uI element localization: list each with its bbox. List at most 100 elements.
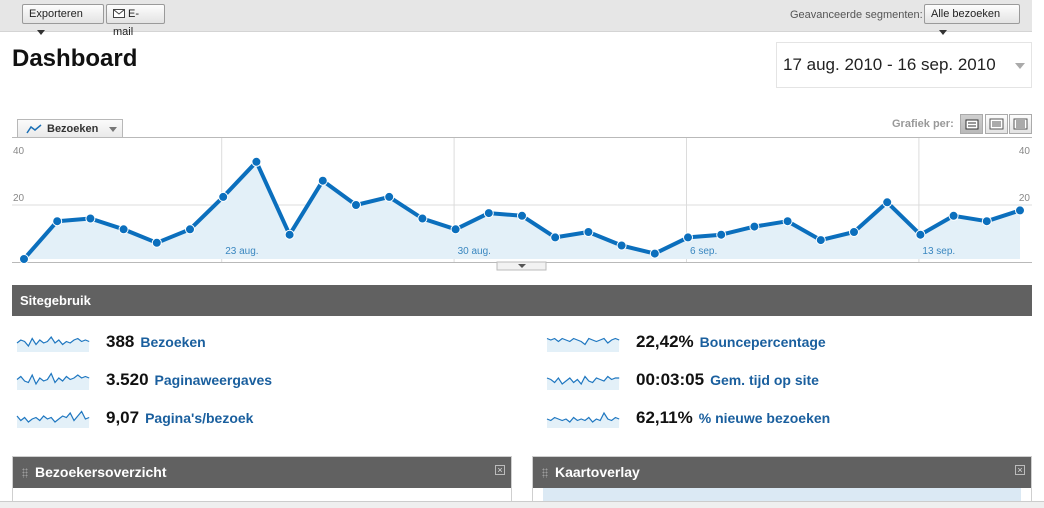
data-point[interactable] [450, 224, 461, 235]
close-icon[interactable]: × [495, 465, 505, 475]
stat-item: 3.520 Paginaweergaves [16, 369, 476, 393]
map-overlay-panel: Kaartoverlay × [532, 456, 1032, 508]
stat-label-link[interactable]: Bezoeken [140, 334, 206, 350]
axis-labels: 40 40 20 20 23 aug. 30 aug. 6 sep. 13 sep. [13, 146, 1030, 257]
stat-label-link[interactable]: Bouncepercentage [699, 334, 826, 350]
data-point[interactable] [251, 156, 262, 167]
panel-title: Kaartoverlay [555, 464, 640, 480]
data-point[interactable] [716, 229, 727, 240]
data-point[interactable] [517, 210, 527, 221]
data-point[interactable] [616, 240, 627, 251]
segments-select[interactable]: Alle bezoeken [924, 4, 1020, 35]
data-point[interactable] [649, 248, 660, 259]
x-tick-label: 6 sep. [690, 246, 717, 257]
data-point[interactable] [118, 224, 129, 235]
date-range-text: 17 aug. 2010 - 16 sep. 2010 [783, 55, 996, 74]
data-point[interactable] [284, 229, 295, 240]
site-usage-header: Sitegebruik [12, 285, 1032, 316]
graph-per-label: Grafiek per: [892, 118, 954, 130]
stat-value: 00:03:05 Gem. tijd op site [636, 370, 819, 390]
view-day-button[interactable] [960, 114, 983, 134]
drag-handle-icon[interactable] [22, 468, 28, 478]
x-tick-label: 13 sep. [922, 246, 955, 257]
sparkline [16, 335, 90, 352]
segments-value: Alle bezoeken [931, 8, 1001, 20]
stat-label-link[interactable]: Gem. tijd op site [710, 372, 819, 388]
y-tick-label: 40 [13, 146, 25, 157]
chevron-down-icon [1015, 63, 1025, 69]
chevron-down-icon [939, 29, 947, 35]
data-points [19, 156, 1025, 264]
data-point[interactable] [52, 216, 63, 227]
drag-handle-icon[interactable] [542, 468, 548, 478]
month-view-icon [1013, 118, 1028, 130]
stat-item: 388 Bezoeken [16, 331, 476, 355]
data-point[interactable] [981, 216, 992, 227]
email-button[interactable]: E-mail [106, 4, 165, 38]
chart-collapse-handle[interactable] [496, 261, 547, 271]
segments-label: Geavanceerde segmenten: [790, 9, 923, 21]
data-point[interactable] [1015, 205, 1025, 216]
data-point[interactable] [749, 221, 760, 232]
export-label: Exporteren [29, 8, 83, 20]
chevron-down-icon [109, 127, 117, 132]
data-point[interactable] [683, 232, 693, 243]
stat-value: 62,11% % nieuwe bezoeken [636, 408, 830, 428]
data-point[interactable] [384, 191, 395, 202]
line-chart-icon [26, 124, 42, 134]
date-range-picker[interactable]: 17 aug. 2010 - 16 sep. 2010 [776, 42, 1032, 88]
data-point[interactable] [915, 229, 926, 240]
envelope-icon [113, 9, 125, 18]
x-tick-label: 23 aug. [225, 246, 258, 257]
data-point[interactable] [550, 232, 561, 243]
sparkline [16, 410, 90, 428]
panel-header[interactable]: Kaartoverlay × [533, 457, 1031, 488]
stat-number: 62,11% [636, 408, 693, 427]
sparkline [546, 411, 620, 428]
stat-number: 9,07 [106, 408, 140, 427]
sparkline [546, 337, 620, 352]
stat-value: 9,07 Pagina's/bezoek [106, 408, 253, 428]
data-point[interactable] [218, 191, 229, 202]
stat-label-link[interactable]: Paginaweergaves [154, 372, 273, 388]
data-point[interactable] [882, 197, 893, 208]
status-bar [0, 501, 1044, 508]
day-view-icon [965, 119, 979, 130]
sparkline [16, 372, 90, 390]
data-point[interactable] [85, 213, 96, 224]
top-toolbar: Exporteren E-mail Geavanceerde segmenten… [0, 0, 1032, 38]
stat-item: 00:03:05 Gem. tijd op site [546, 369, 1006, 393]
data-point[interactable] [151, 237, 162, 248]
metric-selector[interactable]: Bezoeken [17, 119, 123, 138]
close-icon[interactable]: × [1015, 465, 1025, 475]
data-point[interactable] [583, 227, 594, 237]
panel-header[interactable]: Bezoekersoverzicht × [13, 457, 511, 488]
y-tick-label: 20 [13, 193, 25, 204]
data-point[interactable] [19, 254, 29, 264]
data-point[interactable] [815, 235, 826, 246]
view-month-button[interactable] [1009, 114, 1032, 134]
y-tick-label: 40 [1019, 146, 1031, 157]
stat-number: 3.520 [106, 370, 149, 389]
view-week-button[interactable] [985, 114, 1008, 134]
data-point[interactable] [948, 210, 959, 221]
data-point[interactable] [351, 200, 361, 210]
stat-label-link[interactable]: % nieuwe bezoeken [698, 410, 831, 426]
data-point[interactable] [849, 227, 859, 237]
data-point[interactable] [483, 208, 494, 219]
stat-item: 9,07 Pagina's/bezoek [16, 407, 476, 431]
stat-item: 22,42% Bouncepercentage [546, 331, 1006, 355]
data-point[interactable] [317, 175, 328, 186]
email-label: E-mail [113, 8, 139, 38]
x-tick-label: 30 aug. [458, 246, 491, 257]
data-point[interactable] [185, 224, 195, 235]
page-title: Dashboard [12, 45, 138, 72]
stat-item: 62,11% % nieuwe bezoeken [546, 407, 1006, 431]
stat-number: 00:03:05 [636, 370, 705, 389]
stat-label-link[interactable]: Pagina's/bezoek [145, 410, 254, 426]
export-button[interactable]: Exporteren [22, 4, 104, 35]
data-point[interactable] [782, 216, 793, 227]
panel-title: Bezoekersoverzicht [35, 464, 167, 480]
area-fill [24, 161, 1020, 259]
data-point[interactable] [417, 213, 428, 224]
